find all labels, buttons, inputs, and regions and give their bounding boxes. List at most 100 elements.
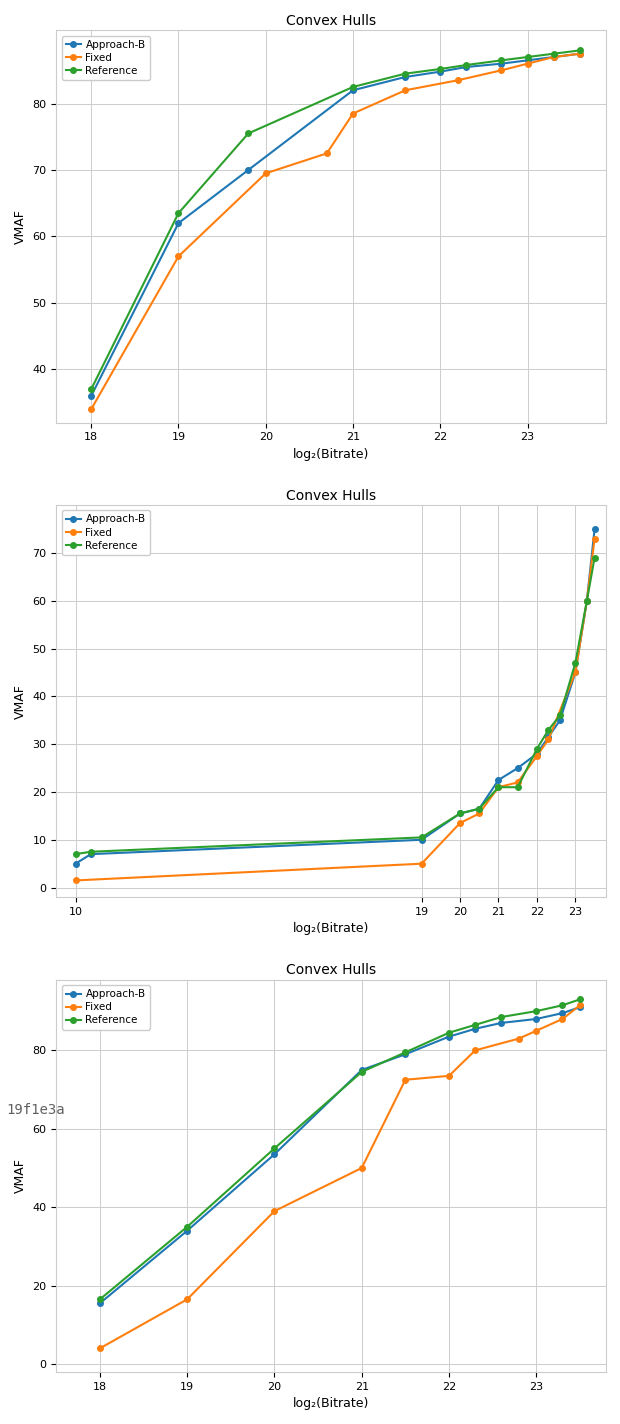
Fixed <box>545 731 552 748</box>
Reference <box>87 843 95 860</box>
Reference <box>402 1044 409 1061</box>
Reference <box>445 1024 453 1041</box>
Reference <box>514 779 521 796</box>
Approach-B <box>463 58 470 75</box>
Line: Reference: Reference <box>73 555 597 857</box>
Approach-B <box>559 1004 566 1021</box>
Fixed <box>471 1042 479 1059</box>
Fixed <box>524 56 531 73</box>
Approach-B <box>456 805 464 822</box>
Reference <box>175 205 182 222</box>
Reference <box>87 380 95 397</box>
Fixed <box>550 48 557 66</box>
Reference <box>550 46 557 63</box>
Approach-B <box>533 745 541 762</box>
Reference <box>96 1290 104 1307</box>
Fixed <box>87 400 95 417</box>
Reference <box>591 550 598 567</box>
Line: Approach-B: Approach-B <box>89 51 583 399</box>
Approach-B <box>271 1146 278 1163</box>
Fixed <box>262 165 270 182</box>
Approach-B <box>96 1294 104 1312</box>
Fixed <box>358 1159 365 1176</box>
Title: Convex Hulls: Convex Hulls <box>286 963 376 977</box>
Approach-B <box>591 521 598 538</box>
Fixed <box>572 664 579 681</box>
Fixed <box>271 1202 278 1219</box>
Fixed <box>456 815 464 832</box>
Fixed <box>402 1071 409 1088</box>
Reference <box>556 706 564 723</box>
Reference <box>244 125 252 142</box>
Approach-B <box>495 772 502 789</box>
Reference <box>495 779 502 796</box>
Title: Convex Hulls: Convex Hulls <box>286 14 376 28</box>
X-axis label: log₂(Bitrate): log₂(Bitrate) <box>293 1397 370 1410</box>
Approach-B <box>402 1045 409 1062</box>
Approach-B <box>436 63 444 80</box>
Approach-B <box>402 68 409 85</box>
Reference <box>349 78 356 95</box>
Reference <box>418 829 425 846</box>
Reference <box>456 805 464 822</box>
Fixed <box>576 46 583 63</box>
Legend: Approach-B, Fixed, Reference: Approach-B, Fixed, Reference <box>61 510 150 555</box>
X-axis label: log₂(Bitrate): log₂(Bitrate) <box>293 447 370 461</box>
Approach-B <box>244 161 252 178</box>
Reference <box>524 48 531 66</box>
Reference <box>476 800 483 817</box>
Reference <box>72 846 79 863</box>
Reference <box>498 51 505 68</box>
Fixed <box>323 145 330 162</box>
Fixed <box>72 871 79 889</box>
Approach-B <box>498 56 505 73</box>
Reference <box>576 991 583 1008</box>
Fixed <box>445 1067 453 1084</box>
Reference <box>533 1002 540 1020</box>
Reference <box>402 66 409 83</box>
Fixed <box>559 1011 566 1028</box>
Approach-B <box>498 1014 505 1031</box>
Fixed <box>349 105 356 122</box>
Approach-B <box>175 215 182 232</box>
Reference <box>471 1017 479 1034</box>
Reference <box>184 1218 191 1235</box>
Fixed <box>96 1340 104 1357</box>
Approach-B <box>349 81 356 98</box>
Fixed <box>591 530 598 547</box>
Fixed <box>495 779 502 796</box>
Fixed <box>533 748 541 765</box>
Reference <box>583 592 591 609</box>
Approach-B <box>576 46 583 63</box>
Y-axis label: VMAF: VMAF <box>14 684 27 719</box>
Line: Fixed: Fixed <box>97 1002 583 1351</box>
Line: Approach-B: Approach-B <box>73 527 597 866</box>
Legend: Approach-B, Fixed, Reference: Approach-B, Fixed, Reference <box>61 36 150 80</box>
Line: Reference: Reference <box>89 47 583 392</box>
Y-axis label: VMAF: VMAF <box>14 1158 27 1193</box>
Reference <box>358 1064 365 1081</box>
Reference <box>463 57 470 74</box>
Approach-B <box>524 51 531 68</box>
Approach-B <box>545 729 552 746</box>
Approach-B <box>184 1222 191 1239</box>
Approach-B <box>550 48 557 66</box>
Approach-B <box>471 1020 479 1037</box>
Fixed <box>498 61 505 78</box>
Approach-B <box>583 592 591 609</box>
Reference <box>533 740 541 758</box>
Line: Reference: Reference <box>97 997 583 1302</box>
Approach-B <box>576 998 583 1015</box>
Reference <box>572 655 579 672</box>
Legend: Approach-B, Fixed, Reference: Approach-B, Fixed, Reference <box>61 985 150 1030</box>
Line: Fixed: Fixed <box>73 535 597 883</box>
Fixed <box>184 1290 191 1307</box>
Fixed <box>583 592 591 609</box>
Fixed <box>514 773 521 790</box>
Approach-B <box>572 664 579 681</box>
Approach-B <box>418 832 425 849</box>
Text: 19f1e3a: 19f1e3a <box>6 1102 65 1116</box>
Reference <box>498 1008 505 1025</box>
Fixed <box>454 71 461 88</box>
Approach-B <box>358 1061 365 1078</box>
